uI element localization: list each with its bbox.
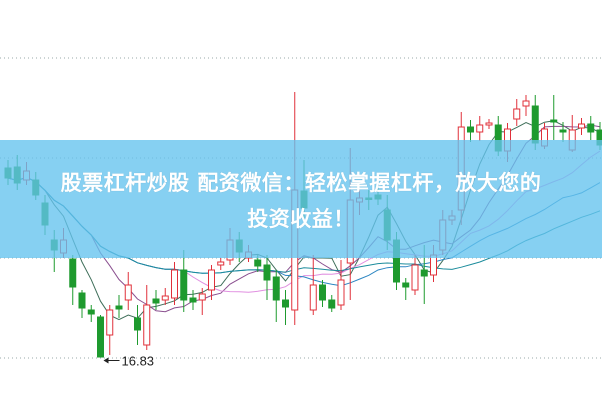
candle-body xyxy=(430,254,437,276)
candle-body xyxy=(337,279,345,306)
candle-body xyxy=(309,284,317,311)
candle-body xyxy=(559,129,567,133)
candle-body xyxy=(282,299,289,308)
candle-body xyxy=(171,269,178,299)
candle-body xyxy=(69,258,77,288)
candle-body xyxy=(467,126,474,133)
candle-body xyxy=(217,261,225,266)
candle-body xyxy=(550,119,558,123)
candle-body xyxy=(161,295,169,301)
candle-body xyxy=(254,259,262,267)
candle-body xyxy=(189,297,197,303)
candle-body xyxy=(180,269,188,301)
candle-body xyxy=(420,269,428,277)
candle-body xyxy=(124,284,132,301)
candle-body xyxy=(263,264,271,281)
candle-body xyxy=(198,293,206,301)
low-arrow-icon xyxy=(103,357,109,364)
ad-banner: 股票杠杆炒股 配资微信：轻松掌握杠杆，放大您的 投资收益！ xyxy=(0,140,602,258)
candle-body xyxy=(476,124,484,133)
candle-body xyxy=(522,100,530,107)
banner-line-1: 股票杠杆炒股 配资微信：轻松掌握杠杆，放大您的 xyxy=(60,171,542,195)
low-price-label: 16.83 xyxy=(122,354,155,369)
candle-body xyxy=(328,299,336,309)
candle-body xyxy=(87,309,95,315)
candle-body xyxy=(97,316,104,358)
candle-body xyxy=(115,305,123,310)
candle-body xyxy=(578,123,585,129)
candle-body xyxy=(143,304,151,346)
candle-body xyxy=(319,284,326,301)
candle-body xyxy=(513,108,521,120)
banner-line-2: 投资收益！ xyxy=(247,207,355,231)
candle-body xyxy=(402,282,410,288)
candle-body xyxy=(485,122,493,126)
candle-body xyxy=(272,276,280,301)
candle-body xyxy=(152,298,160,304)
candle-body xyxy=(531,105,539,144)
candle-body xyxy=(106,309,114,336)
candle-body xyxy=(208,269,215,291)
candle-body xyxy=(134,317,141,331)
candle-body xyxy=(587,123,595,133)
candle-body xyxy=(78,292,86,309)
candle-body xyxy=(411,264,419,291)
